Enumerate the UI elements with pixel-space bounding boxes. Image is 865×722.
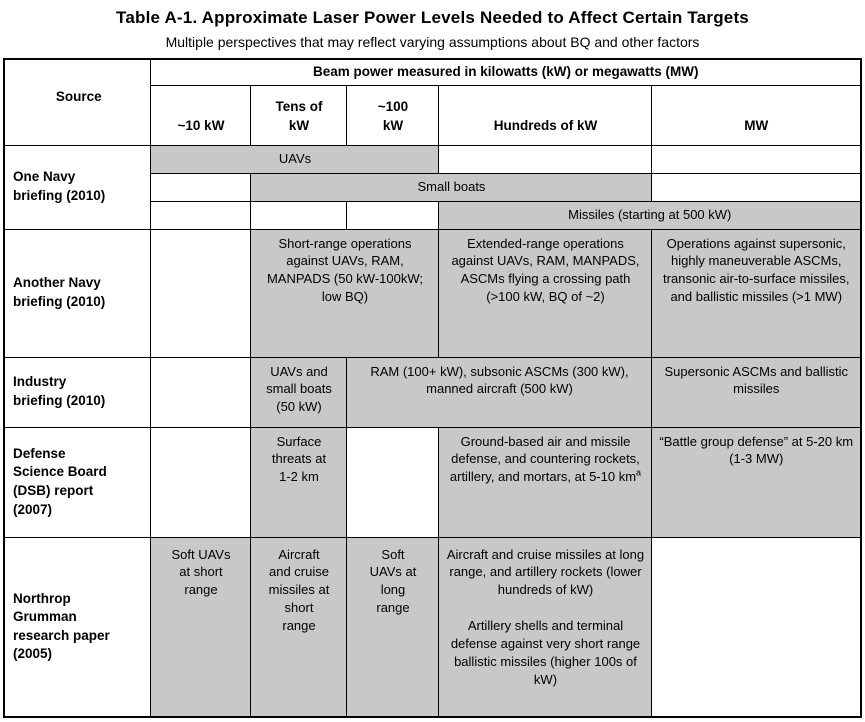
header-tens-of-kw: Tens of kW — [250, 84, 348, 146]
cell-northrop-aircraft-long: Aircraft and cruise missiles at long ran… — [438, 536, 653, 718]
row-another-navy: Another Navy briefing (2010) Short-range… — [3, 228, 862, 358]
cell-empty — [150, 200, 252, 230]
cell-empty — [346, 426, 440, 538]
source-dsb: Defense Science Board (DSB) report (2007… — [3, 426, 152, 538]
cell-empty — [150, 228, 252, 358]
row-one-navy-uavs: One Navy briefing (2010) UAVs — [3, 144, 862, 230]
row-northrop: Northrop Grumman research paper (2005) S… — [3, 536, 862, 718]
cell-empty — [651, 172, 862, 202]
source-one-navy: One Navy briefing (2010) — [3, 144, 152, 230]
cell-another-navy-short-range: Short-range operations against UAVs, RAM… — [250, 228, 440, 358]
header-10kw: ~10 kW — [150, 84, 252, 146]
row-dsb: Defense Science Board (DSB) report (2007… — [3, 426, 862, 538]
table-title: Table A-1. Approximate Laser Power Level… — [116, 8, 749, 27]
cell-empty — [651, 144, 862, 174]
cell-one-navy-uavs: UAVs — [150, 144, 440, 174]
laser-power-table: Source Beam power measured in kilowatts … — [2, 58, 862, 718]
cell-industry-ram: RAM (100+ kW), subsonic ASCMs (300 kW), … — [346, 356, 653, 428]
cell-dsb-surface-threats: Surface threats at 1-2 km — [250, 426, 348, 538]
cell-dsb-ground-based: Ground-based air and missile defense, an… — [438, 426, 653, 538]
cell-another-navy-extended-range: Extended-range operations against UAVs, … — [438, 228, 653, 358]
header-source: Source — [3, 58, 152, 146]
header-hundreds-of-kw: Hundreds of kW — [438, 84, 653, 146]
row-one-navy-small-boats: Small boats — [4, 172, 862, 202]
cell-empty — [346, 200, 440, 230]
cell-northrop-aircraft-short: Aircraft and cruise missiles at short ra… — [250, 536, 348, 718]
cell-empty — [250, 200, 348, 230]
cell-empty — [651, 536, 862, 718]
cell-northrop-soft-uavs-long: Soft UAVs at long range — [346, 536, 440, 718]
source-another-navy: Another Navy briefing (2010) — [3, 228, 152, 358]
table-subtitle: Multiple perspectives that may reflect v… — [165, 34, 700, 50]
header-beam-power: Beam power measured in kilowatts (kW) or… — [150, 58, 862, 86]
cell-northrop-soft-uavs-short: Soft UAVs at short range — [150, 536, 252, 718]
cell-dsb-ground-based-text: Ground-based air and missile defense, an… — [449, 433, 640, 485]
header-100kw: ~100 kW — [346, 84, 440, 146]
cell-another-navy-mw: Operations against supersonic, highly ma… — [651, 228, 862, 358]
source-northrop: Northrop Grumman research paper (2005) — [3, 536, 152, 718]
header-row-beam-power: Source Beam power measured in kilowatts … — [3, 58, 862, 146]
cell-empty — [150, 426, 252, 538]
header-row-columns: ~10 kW Tens of kW ~100 kW Hundreds of kW… — [4, 84, 862, 146]
cell-one-navy-missiles: Missiles (starting at 500 kW) — [438, 200, 862, 230]
cell-dsb-battle-group: “Battle group defense” at 5-20 km (1-3 M… — [651, 426, 862, 538]
row-industry: Industry briefing (2010) UAVs and small … — [3, 356, 862, 428]
cell-industry-mw: Supersonic ASCMs and ballistic missiles — [651, 356, 862, 428]
cell-industry-tens: UAVs and small boats (50 kW) — [250, 356, 348, 428]
cell-empty — [438, 144, 653, 174]
footnote-marker-a: a — [636, 468, 642, 479]
cell-empty — [150, 356, 252, 428]
source-industry: Industry briefing (2010) — [3, 356, 152, 428]
header-mw: MW — [651, 84, 862, 146]
cell-one-navy-small-boats: Small boats — [250, 172, 653, 202]
cell-empty — [150, 172, 252, 202]
